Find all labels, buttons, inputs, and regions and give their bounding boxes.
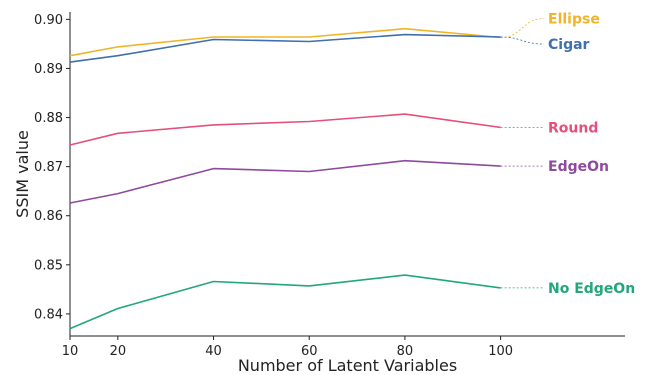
y-ticks: 0.84 0.85 0.86 0.87 0.88 0.89 0.90 <box>34 13 70 322</box>
x-tick-label: 80 <box>397 344 414 359</box>
x-tick-label: 60 <box>301 344 318 359</box>
x-tick-label: 40 <box>205 344 222 359</box>
y-tick-label: 0.84 <box>34 307 63 322</box>
y-tick-label: 0.90 <box>34 13 63 28</box>
y-tick-label: 0.87 <box>34 160 63 175</box>
series-line-round <box>69 113 501 146</box>
series-line-cigar <box>69 33 501 63</box>
series-label-connector <box>500 18 545 38</box>
x-axis-label: Number of Latent Variables <box>238 356 457 375</box>
series-label-connector <box>500 36 545 45</box>
y-tick-label: 0.85 <box>34 258 63 273</box>
y-tick-label: 0.89 <box>34 62 63 77</box>
series-line-no-edgeon <box>69 274 501 330</box>
y-axis-label: SSIM value <box>13 130 32 218</box>
axes <box>69 12 625 337</box>
x-ticks: 10 20 40 60 80 100 <box>62 336 513 359</box>
y-tick-label: 0.86 <box>34 209 63 224</box>
series-line-edgeon <box>69 159 501 204</box>
series-label-edgeon: EdgeOn <box>548 159 609 175</box>
x-tick-label: 10 <box>62 344 79 359</box>
series-label-no-edgeon: No EdgeOn <box>548 281 635 297</box>
y-tick-label: 0.88 <box>34 111 63 126</box>
series-label-ellipse: Ellipse <box>548 12 600 28</box>
series-lines <box>69 27 501 330</box>
series-labels: Ellipse Cigar Round EdgeOn No EdgeOn <box>500 12 635 297</box>
series-label-round: Round <box>548 120 598 136</box>
series-label-cigar: Cigar <box>548 37 590 53</box>
x-tick-label: 20 <box>110 344 127 359</box>
x-tick-label: 100 <box>488 344 513 359</box>
series-line-ellipse <box>69 27 501 57</box>
